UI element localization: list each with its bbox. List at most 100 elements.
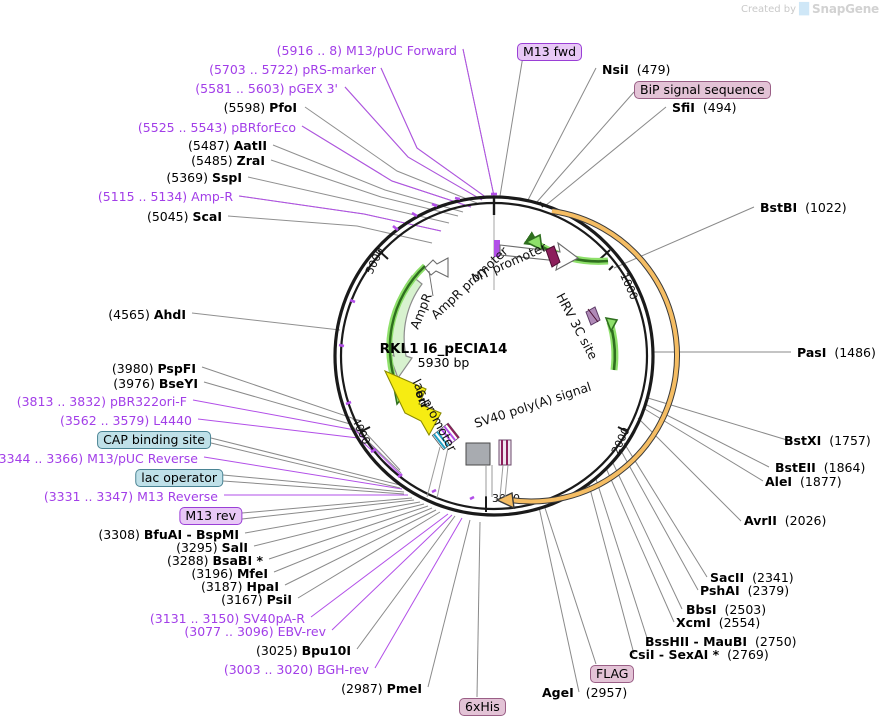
label-agei-pos: (2957) — [585, 685, 628, 700]
label-alei-name: AleI — [765, 474, 793, 489]
label-zrai-pos: (5485) — [191, 153, 233, 168]
label-sfii[interactable]: SfiI (494) — [672, 101, 737, 115]
label-alei[interactable]: AleI (1877) — [765, 475, 842, 489]
feature-box-flag[interactable]: FLAG — [590, 665, 635, 683]
label-m13-puc-forward[interactable]: (5916 .. 8) M13/pUC Forward — [277, 44, 457, 58]
feature-box-6xhis[interactable]: 6xHis — [459, 698, 506, 716]
label-pbrforeco[interactable]: (5525 .. 5543) pBRforEco — [138, 121, 296, 135]
label-sali-name: SalI — [221, 540, 248, 555]
leader-lines-right — [527, 67, 791, 693]
label-hpai-name: HpaI — [246, 579, 280, 594]
label-l4440[interactable]: (3562 .. 3579) L4440 — [60, 414, 192, 428]
label-xcmi[interactable]: XcmI (2554) — [676, 616, 760, 630]
label-bgh-rev-range: (3003 .. 3020) — [223, 662, 314, 677]
label-pasi-name: PasI — [797, 345, 827, 360]
label-mfei[interactable]: (3196) MfeI — [191, 567, 268, 581]
label-aatii-pos: (5487) — [188, 138, 230, 153]
label-bsteii[interactable]: BstEII (1864) — [775, 461, 865, 475]
label-bpu10i-pos: (3025) — [256, 643, 298, 658]
label-bpu10i[interactable]: (3025) Bpu10I — [256, 644, 351, 658]
ori-feature-arrow — [383, 369, 442, 437]
label-scai[interactable]: (5045) ScaI — [147, 210, 222, 224]
label-pshai-name: PshAI — [700, 583, 740, 598]
label-bgh-rev[interactable]: (3003 .. 3020) BGH-rev — [224, 663, 369, 677]
label-nsii[interactable]: NsiI (479) — [602, 63, 670, 77]
label-bstxi[interactable]: BstXI (1757) — [784, 434, 871, 448]
label-prs-marker-range: (5703 .. 5722) — [209, 62, 299, 77]
inner-label-sv40-polya: SV40 poly(A) signal — [472, 379, 593, 431]
label-ahdi-pos: (4565) — [108, 307, 150, 322]
green-feature-hrv — [604, 316, 619, 371]
label-csii-sexai[interactable]: CsiI - SexAI * (2769) — [629, 648, 769, 662]
label-sv40pa-r[interactable]: (3131 .. 3150) SV40pA-R — [150, 612, 305, 626]
label-bstxi-name: BstXI — [784, 433, 822, 448]
label-ebv-rev[interactable]: (3077 .. 3096) EBV-rev — [184, 625, 326, 639]
label-sali-pos: (3295) — [176, 540, 218, 555]
label-pbr322ori-f[interactable]: (3813 .. 3832) pBR322ori-F — [17, 395, 187, 409]
label-pasi[interactable]: PasI (1486) — [797, 346, 876, 360]
label-aatii[interactable]: (5487) AatII — [188, 139, 267, 153]
orange-orf-feature — [495, 208, 681, 510]
label-psii[interactable]: (3167) PsiI — [221, 593, 292, 607]
label-bseyi[interactable]: (3976) BseYI — [113, 377, 198, 391]
lac-promoter-marker — [426, 422, 460, 499]
label-pgex-range: (5581 .. 5603) — [195, 81, 285, 96]
label-pfoi-name: PfoI — [269, 100, 297, 115]
label-avrii-pos: (2026) — [784, 513, 827, 528]
label-bsshii-pos: (2750) — [754, 634, 797, 649]
label-ahdi[interactable]: (4565) AhdI — [108, 308, 186, 322]
feature-box-m13-fwd[interactable]: M13 fwd — [517, 43, 583, 61]
label-sacii-pos: (2341) — [752, 570, 794, 585]
label-nsii-name: NsiI — [602, 62, 629, 77]
label-pshai[interactable]: PshAI (2379) — [700, 584, 789, 598]
label-amp-r-range: (5115 .. 5134) — [97, 189, 188, 204]
label-m13-puc-forward-name: M13/pUC Forward — [346, 43, 457, 58]
label-agei-name: AgeI — [542, 685, 574, 700]
label-pmei[interactable]: (2987) PmeI — [341, 682, 422, 696]
label-hpai[interactable]: (3187) HpaI — [201, 580, 279, 594]
label-ebv-rev-name: EBV-rev — [277, 624, 326, 639]
label-zrai-name: ZraI — [236, 153, 265, 168]
label-bsteii-name: BstEII — [775, 460, 816, 475]
label-m13-reverse[interactable]: (3331 .. 3347) M13 Reverse — [44, 490, 218, 504]
label-sfii-pos: (494) — [702, 100, 737, 115]
label-zrai[interactable]: (5485) ZraI — [191, 154, 265, 168]
snapgene-watermark: Created by ▇ SnapGene — [741, 2, 879, 16]
ampr-promoter-arrow — [424, 257, 449, 297]
feature-box-cap-binding-site[interactable]: CAP binding site — [97, 431, 211, 449]
label-sfii-name: SfiI — [672, 100, 695, 115]
label-sali[interactable]: (3295) SalI — [176, 541, 248, 555]
label-pspfi[interactable]: (3980) PspFI — [112, 362, 196, 376]
label-pbrforeco-name: pBRforEco — [231, 120, 296, 135]
label-amp-r[interactable]: (5115 .. 5134) Amp-R — [98, 190, 233, 204]
feature-box-bip-signal-sequence[interactable]: BiP signal sequence — [634, 81, 771, 99]
label-csii-name: CsiI - SexAI * — [629, 647, 720, 662]
label-bbsi[interactable]: BbsI (2503) — [686, 603, 766, 617]
label-avrii[interactable]: AvrII (2026) — [744, 514, 826, 528]
ruler-tick-1000: 1000 — [617, 271, 640, 302]
label-sv40pa-r-name: SV40pA-R — [243, 611, 305, 626]
feature-box-m13-rev[interactable]: M13 rev — [179, 507, 242, 525]
hrv-3c-site-block — [545, 245, 601, 326]
label-avrii-name: AvrII — [744, 513, 777, 528]
label-bstxi-pos: (1757) — [829, 433, 871, 448]
label-pfoi-pos: (5598) — [223, 100, 266, 115]
label-sacii[interactable]: SacII (2341) — [710, 571, 794, 585]
label-bfuai-bspmi[interactable]: (3308) BfuAI - BspMI — [98, 528, 239, 542]
label-alei-pos: (1877) — [800, 474, 842, 489]
label-sspi[interactable]: (5369) SspI — [166, 171, 242, 185]
label-m13-puc-reverse[interactable]: (3344 .. 3366) M13/pUC Reverse — [0, 452, 198, 466]
label-bsabi[interactable]: (3288) BsaBI * — [167, 554, 263, 568]
label-agei[interactable]: AgeI (2957) — [542, 686, 627, 700]
label-ebv-rev-range: (3077 .. 3096) — [184, 624, 274, 639]
label-bstbi[interactable]: BstBI (1022) — [760, 201, 847, 215]
label-bsshii-maubi[interactable]: BssHII - MauBI (2750) — [645, 635, 797, 649]
label-bsshii-name: BssHII - MauBI — [645, 634, 748, 649]
label-bseyi-name: BseYI — [158, 376, 198, 391]
feature-box-lac-operator[interactable]: lac operator — [135, 469, 223, 487]
label-prs-marker[interactable]: (5703 .. 5722) pRS-marker — [209, 63, 376, 77]
label-pgex-3prime[interactable]: (5581 .. 5603) pGEX 3' — [195, 82, 338, 96]
label-bgh-rev-name: BGH-rev — [317, 662, 369, 677]
label-pfoi[interactable]: (5598) PfoI — [224, 101, 297, 115]
